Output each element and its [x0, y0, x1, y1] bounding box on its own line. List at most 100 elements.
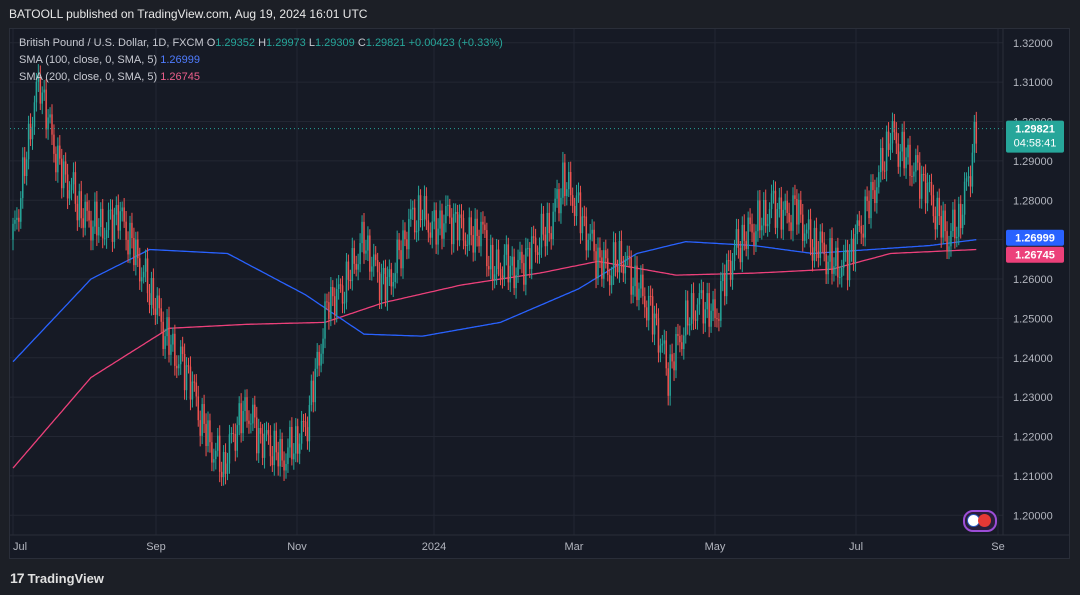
candle-body [915, 155, 917, 172]
candle-body [183, 353, 186, 391]
candle-body [694, 319, 697, 321]
candle-body [854, 233, 857, 263]
candle-body [445, 205, 447, 224]
candle-body [410, 209, 412, 220]
candle-body [878, 172, 880, 188]
candle-body [507, 244, 510, 283]
time-axis[interactable]: Jul Sep Nov 2024 Mar May Jul Se [13, 541, 1005, 553]
candle-body [74, 172, 77, 204]
candle-body [731, 261, 734, 280]
candle-body [932, 195, 935, 217]
candle-body [263, 433, 266, 458]
candle-body [825, 254, 827, 275]
legend-sma200-value: 1.26745 [160, 71, 200, 83]
candle-body [365, 250, 367, 254]
price-axis[interactable]: 1.320001.310001.300001.290001.280001.270… [1013, 38, 1053, 523]
candle-body [306, 427, 309, 442]
candle-body [64, 161, 67, 175]
candle-body [653, 313, 656, 335]
candle-body [101, 208, 104, 239]
candle-body [841, 267, 843, 277]
legend-sma200-label: SMA (200, close, 0, SMA, 5) [19, 71, 158, 83]
candle-body [907, 144, 909, 158]
sma200-badge [1006, 246, 1064, 263]
legend-sma100-row[interactable]: SMA (100, close, 0, SMA, 5) 1.26999 [19, 52, 503, 69]
candle-body [150, 278, 153, 305]
candle-body [105, 230, 108, 239]
legend-sma200-row[interactable]: SMA (200, close, 0, SMA, 5) 1.26745 [19, 69, 503, 86]
candle-body [558, 189, 560, 214]
price-tick-label: 1.21000 [1013, 471, 1053, 483]
candle-body [441, 210, 443, 239]
candle-body [123, 207, 125, 222]
legend-sma100-value: 1.26999 [160, 54, 200, 66]
candle-body [517, 259, 519, 276]
candle-body [844, 249, 847, 253]
candle-body [626, 255, 628, 260]
candle-body [351, 248, 354, 282]
candle-body [310, 380, 313, 406]
candle-body [513, 256, 515, 289]
candle-body [191, 381, 194, 400]
candle-body [813, 227, 816, 261]
publisher-bar: BATOOLL published on TradingView.com, Au… [0, 0, 1080, 28]
candle-body [973, 121, 976, 153]
candle-body [519, 251, 521, 260]
currency-flag-icon[interactable] [963, 510, 997, 532]
candle-body [152, 278, 155, 309]
candle-body [293, 453, 295, 460]
candle-body [852, 238, 855, 263]
candle-body [566, 189, 568, 197]
candle-body [451, 217, 453, 245]
candle-body [312, 380, 315, 403]
price-chart[interactable]: 1.320001.310001.300001.290001.280001.270… [10, 29, 1069, 558]
legend-sma100-label: SMA (100, close, 0, SMA, 5) [19, 54, 158, 66]
candle-body [334, 296, 336, 315]
candle-body [610, 275, 613, 286]
candle-body [257, 428, 260, 454]
candle-body [667, 368, 669, 396]
candle-body [936, 197, 939, 230]
candle-body [439, 210, 441, 229]
candle-body [261, 433, 264, 458]
time-tick-label: Jul [13, 541, 27, 553]
candle-body [357, 264, 359, 270]
candle-body [860, 225, 862, 234]
candle-body [68, 190, 71, 199]
candle-body [934, 216, 937, 230]
candle-body [782, 209, 784, 230]
candle-body [866, 196, 868, 201]
candle-body [764, 199, 767, 227]
candle-body [427, 220, 430, 233]
candle-body [880, 147, 882, 173]
candle-body [509, 265, 511, 283]
candle-body [913, 171, 915, 177]
candle-body [447, 204, 449, 206]
candle-body [605, 250, 607, 259]
candle-body [550, 233, 552, 240]
candle-body [751, 224, 753, 233]
time-tick-label: 2024 [422, 541, 446, 553]
candle-body [31, 126, 34, 140]
candle-body [22, 157, 24, 199]
candle-body [521, 251, 523, 264]
chart-frame[interactable]: British Pound / U.S. Dollar, 1D, FXCM O1… [9, 28, 1070, 559]
candle-body [35, 81, 38, 103]
candle-body [285, 463, 287, 471]
candle-body [505, 244, 508, 255]
candle-body [575, 195, 578, 217]
candle-body [950, 231, 952, 247]
candle-body [831, 238, 833, 274]
candle-body [443, 223, 445, 239]
candle-body [429, 232, 432, 238]
candle-body [376, 260, 379, 273]
candle-body [798, 199, 800, 225]
candle-body [952, 209, 954, 232]
candle-body [568, 172, 570, 190]
candle-body [527, 248, 529, 250]
candle-body [47, 117, 49, 130]
tradingview-logo[interactable]: 17 TradingView [10, 570, 104, 586]
candle-body [90, 220, 92, 241]
candle-body [647, 295, 650, 321]
candle-body [724, 273, 726, 297]
